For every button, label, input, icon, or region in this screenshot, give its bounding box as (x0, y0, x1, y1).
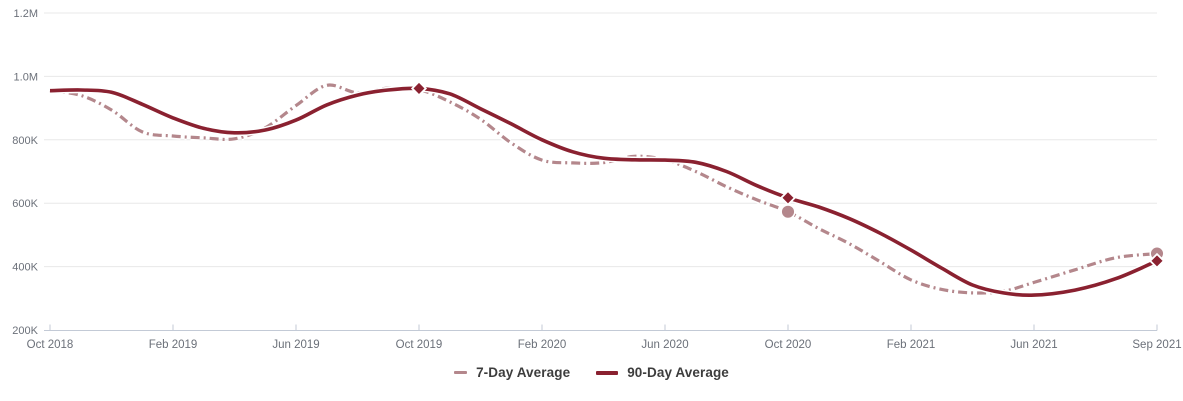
series-line-halo-7-day-average (49, 81, 1158, 297)
data-point-diamond-90-day-average[interactable] (410, 80, 428, 97)
x-axis-tick-label: Oct 2018 (27, 339, 74, 351)
x-axis-tick-label: Jun 2020 (641, 339, 688, 351)
x-axis-tick-label: Jun 2021 (1010, 339, 1057, 351)
x-axis-tick-label: Oct 2019 (396, 339, 443, 351)
data-point-diamond-90-day-average[interactable] (1148, 252, 1166, 269)
x-axis-tick-label: Oct 2020 (765, 339, 812, 351)
legend-label-7-day-average: 7-Day Average (476, 365, 571, 380)
90-day-average-line-swatch-icon (596, 370, 619, 375)
y-axis-tick-label: 1.0M (14, 71, 38, 83)
x-axis-tick-label: Feb 2019 (149, 339, 198, 351)
y-axis-tick-label: 800K (12, 135, 38, 147)
y-axis-tick-label: 200K (12, 325, 38, 337)
x-axis-tick-label: Jun 2019 (272, 339, 319, 351)
x-axis-tick-label: Sep 2021 (1132, 339, 1181, 351)
series-line-halo-90-day-average (49, 84, 1159, 299)
7-day-average-line-swatch-icon (454, 371, 468, 374)
data-point-circle-7-day-average[interactable] (780, 204, 796, 220)
y-axis-tick-label: 400K (12, 262, 38, 274)
x-axis-tick-label: Feb 2021 (887, 339, 936, 351)
x-axis-tick-label: Feb 2020 (518, 339, 567, 351)
data-point-diamond-90-day-average[interactable] (779, 189, 797, 206)
series-line-7-day-average (49, 83, 1158, 295)
y-axis-tick-label: 600K (12, 198, 38, 210)
legend-label-90-day-average: 90-Day Average (627, 365, 729, 380)
series-line-90-day-average (49, 86, 1158, 298)
legend: 7-Day Average 90-Day Average (0, 365, 1183, 380)
legend-item-90-day-average[interactable]: 90-Day Average (596, 365, 729, 380)
legend-item-7-day-average[interactable]: 7-Day Average (454, 365, 570, 380)
y-axis-tick-label: 1.2M (14, 8, 38, 20)
